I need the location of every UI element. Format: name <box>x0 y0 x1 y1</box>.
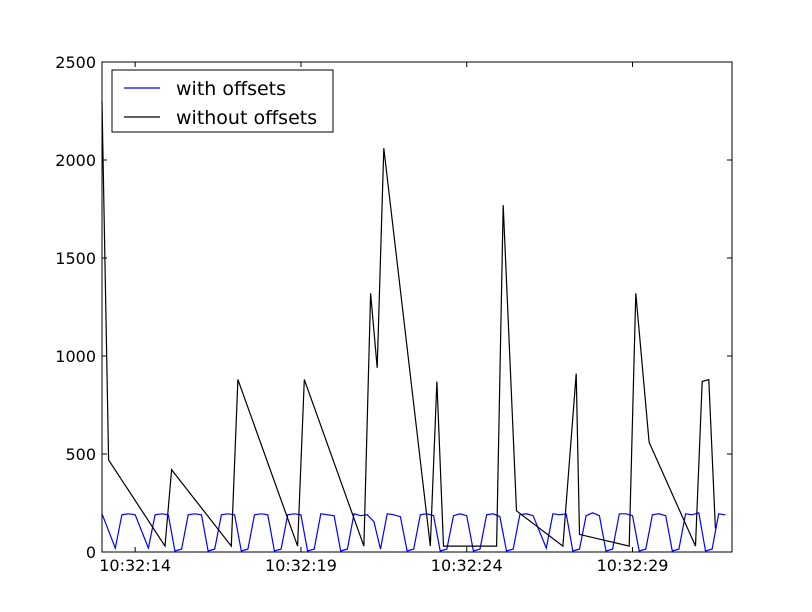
x-tick-label: 10:32:19 <box>265 556 337 575</box>
y-tick-label: 0 <box>86 543 96 562</box>
series-line-without-offsets <box>101 101 716 548</box>
x-tick-label: 10:32:29 <box>597 556 669 575</box>
legend-label-with-offsets: with offsets <box>176 78 286 100</box>
y-tick-label: 500 <box>65 445 96 464</box>
y-tick-label: 1000 <box>55 347 96 366</box>
legend-box <box>111 69 334 133</box>
series-layer <box>101 101 726 552</box>
legend: with offsets without offsets <box>111 69 334 133</box>
x-tick-label: 10:32:14 <box>99 556 171 575</box>
plot-frame <box>101 61 733 553</box>
y-tick-label: 1500 <box>55 249 96 268</box>
y-tick-label: 2500 <box>55 53 96 72</box>
x-tick-label: 10:32:24 <box>431 556 503 575</box>
axis-layer: 0 500 1000 1500 2000 2500 10:32:14 10:32:19 10:3… <box>55 53 732 575</box>
y-tick-label: 2000 <box>55 151 96 170</box>
series-line-with-offsets <box>101 512 726 552</box>
legend-label-without-offsets: without offsets <box>176 107 317 129</box>
